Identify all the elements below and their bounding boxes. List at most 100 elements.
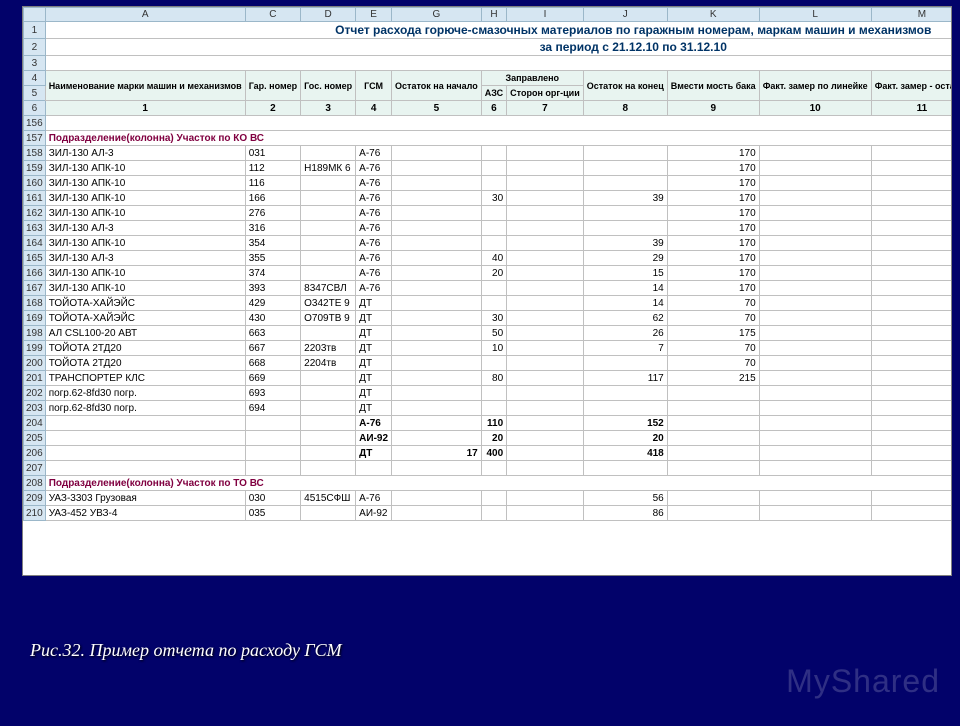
cell-gsm[interactable]: ДТ [356, 386, 392, 401]
cell-ostn[interactable]: 17 [392, 446, 482, 461]
col-A[interactable]: A [45, 8, 245, 22]
cell-ostn[interactable] [392, 311, 482, 326]
col-C[interactable]: C [245, 8, 300, 22]
cell-gar[interactable]: 668 [245, 356, 300, 371]
cell-ostk[interactable]: 418 [583, 446, 667, 461]
cell-ostk[interactable] [583, 146, 667, 161]
cell-st[interactable] [507, 221, 584, 236]
cell-st[interactable] [507, 341, 584, 356]
col-D[interactable]: D [301, 8, 356, 22]
cell-fo[interactable] [871, 176, 952, 191]
cell-gsm[interactable]: АИ-92 [356, 506, 392, 521]
cell-name[interactable] [45, 416, 245, 431]
row-168[interactable]: 168 [24, 296, 46, 311]
cell-ostn[interactable] [392, 401, 482, 416]
cell-azs[interactable] [481, 146, 506, 161]
cell-ostn[interactable] [392, 356, 482, 371]
cell-ostk[interactable] [583, 176, 667, 191]
cell-gsm[interactable]: А-76 [356, 491, 392, 506]
cell-gos[interactable]: О342ТЕ 9 [301, 296, 356, 311]
cell-st[interactable] [507, 386, 584, 401]
cell-azs[interactable] [481, 236, 506, 251]
cell-gos[interactable]: 2204тв [301, 356, 356, 371]
cell-ostk[interactable]: 26 [583, 326, 667, 341]
cell-gsm[interactable]: А-76 [356, 281, 392, 296]
cell-gsm[interactable]: А-76 [356, 416, 392, 431]
cell-ostk[interactable]: 152 [583, 416, 667, 431]
cell-ostn[interactable] [392, 281, 482, 296]
cell-vm[interactable]: 215 [667, 371, 759, 386]
row-199[interactable]: 199 [24, 341, 46, 356]
cell-name[interactable]: ЗИЛ-130 АЛ-3 [45, 146, 245, 161]
cell-fl[interactable] [759, 326, 871, 341]
cell-gos[interactable] [301, 506, 356, 521]
cell-st[interactable] [507, 446, 584, 461]
cell-fo[interactable] [871, 491, 952, 506]
cell-gos[interactable]: 4515СФШ [301, 491, 356, 506]
cell-fo[interactable] [871, 146, 952, 161]
cell-gos[interactable] [301, 446, 356, 461]
cell-gar[interactable]: 276 [245, 206, 300, 221]
cell-name[interactable]: ЗИЛ-130 АПК-10 [45, 281, 245, 296]
row-204[interactable]: 204 [24, 416, 46, 431]
col-M[interactable]: M [871, 8, 952, 22]
cell-fl[interactable] [759, 416, 871, 431]
cell-st[interactable] [507, 431, 584, 446]
cell-name[interactable]: погр.62-8fd30 погр. [45, 401, 245, 416]
cell-fl[interactable] [759, 341, 871, 356]
cell-vm[interactable] [667, 446, 759, 461]
cell-st[interactable] [507, 176, 584, 191]
row-158[interactable]: 158 [24, 146, 46, 161]
cell-gar[interactable]: 116 [245, 176, 300, 191]
cell-fl[interactable] [759, 236, 871, 251]
cell-ostk[interactable]: 86 [583, 506, 667, 521]
cell-azs[interactable] [481, 386, 506, 401]
cell-name[interactable]: УАЗ-3303 Грузовая [45, 491, 245, 506]
cell-gos[interactable] [301, 386, 356, 401]
cell-ostn[interactable] [392, 161, 482, 176]
row-201[interactable]: 201 [24, 371, 46, 386]
cell-gar[interactable]: 035 [245, 506, 300, 521]
cell-gos[interactable] [301, 326, 356, 341]
cell-azs[interactable]: 20 [481, 431, 506, 446]
cell-vm[interactable]: 170 [667, 251, 759, 266]
row-162[interactable]: 162 [24, 206, 46, 221]
cell-ostn[interactable] [392, 506, 482, 521]
cell-ostk[interactable]: 39 [583, 191, 667, 206]
cell-st[interactable] [507, 311, 584, 326]
cell-ostk[interactable]: 62 [583, 311, 667, 326]
cell-gsm[interactable]: ДТ [356, 341, 392, 356]
cell-azs[interactable] [481, 296, 506, 311]
cell-st[interactable] [507, 251, 584, 266]
cell-vm[interactable] [667, 401, 759, 416]
cell-st[interactable] [507, 356, 584, 371]
cell-gar[interactable]: 429 [245, 296, 300, 311]
cell-name[interactable]: ЗИЛ-130 АПК-10 [45, 176, 245, 191]
cell-gsm[interactable]: ДТ [356, 326, 392, 341]
cell-ostn[interactable] [392, 176, 482, 191]
row-4[interactable]: 4 [24, 71, 46, 86]
cell-ostk[interactable] [583, 356, 667, 371]
cell-fl[interactable] [759, 161, 871, 176]
row-164[interactable]: 164 [24, 236, 46, 251]
col-E[interactable]: E [356, 8, 392, 22]
cell-fo[interactable] [871, 356, 952, 371]
cell-fo[interactable] [871, 371, 952, 386]
cell-st[interactable] [507, 161, 584, 176]
cell-gsm[interactable]: ДТ [356, 401, 392, 416]
cell-fo[interactable] [871, 206, 952, 221]
cell-name[interactable]: ЗИЛ-130 АПК-10 [45, 191, 245, 206]
cell-fl[interactable] [759, 221, 871, 236]
cell-fl[interactable] [759, 191, 871, 206]
row-169[interactable]: 169 [24, 311, 46, 326]
cell-fo[interactable] [871, 401, 952, 416]
cell-name[interactable]: ТОЙОТА 2ТД20 [45, 341, 245, 356]
row-206[interactable]: 206 [24, 446, 46, 461]
cell-ostk[interactable]: 56 [583, 491, 667, 506]
cell-ostn[interactable] [392, 416, 482, 431]
row-3[interactable]: 3 [24, 56, 46, 71]
cell-gos[interactable] [301, 431, 356, 446]
cell-fo[interactable] [871, 386, 952, 401]
cell-azs[interactable]: 50 [481, 326, 506, 341]
cell-azs[interactable] [481, 176, 506, 191]
